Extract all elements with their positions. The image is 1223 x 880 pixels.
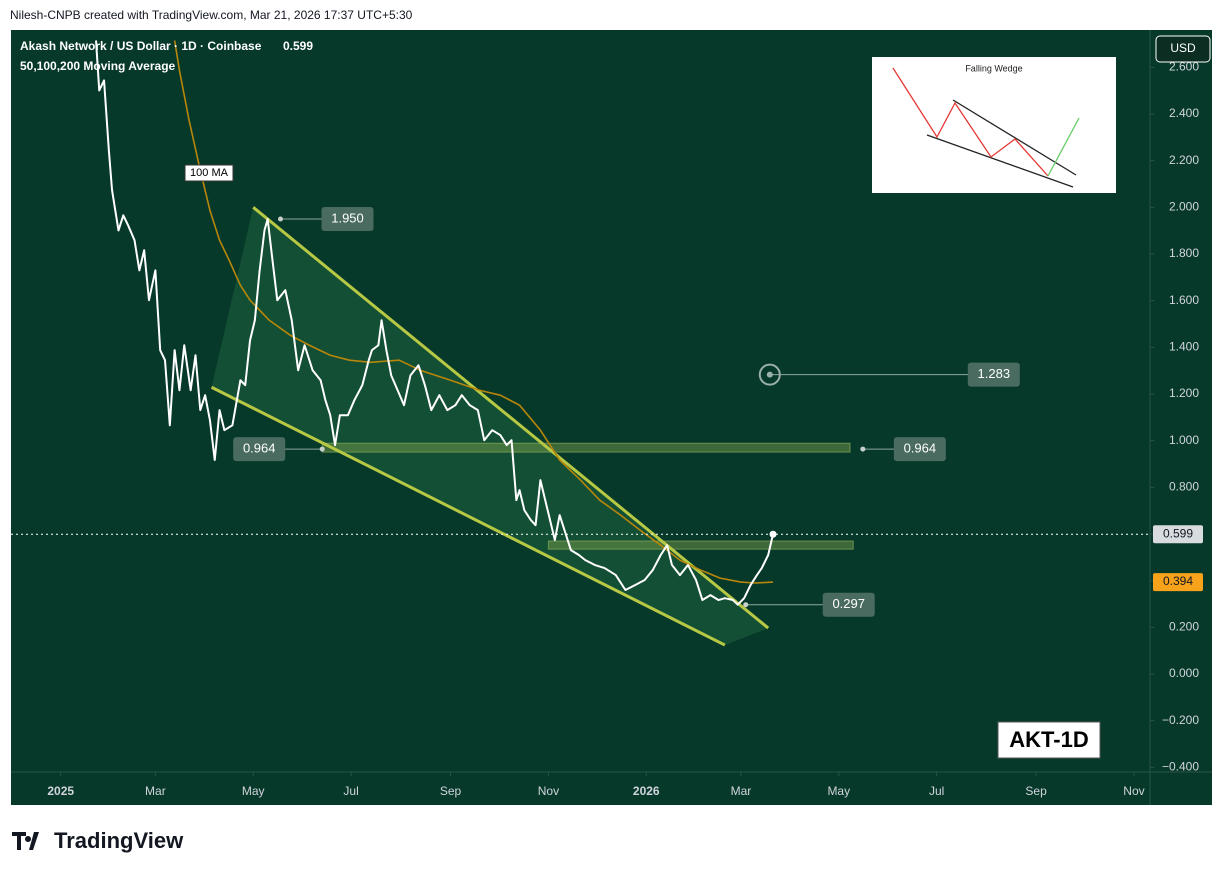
y-tick-label: 1.200 xyxy=(1169,386,1199,400)
y-tick-label: −0.400 xyxy=(1162,760,1199,774)
x-tick-label: Nov xyxy=(1123,784,1144,798)
x-tick-label: 2026 xyxy=(633,784,660,798)
x-tick-label: Jul xyxy=(343,784,358,798)
last-price-tag xyxy=(1153,525,1203,544)
annotation-marker xyxy=(319,446,325,452)
horizontal-zone xyxy=(321,442,851,453)
trendline xyxy=(210,385,726,647)
price-line xyxy=(95,40,774,606)
x-tick-label: Nov xyxy=(538,784,559,798)
currency-button[interactable] xyxy=(1155,35,1211,63)
x-tick-label: May xyxy=(827,784,850,798)
annotation-box xyxy=(822,592,875,617)
ma-value-label: 0.394 xyxy=(1163,574,1193,588)
inset-diagram: Falling Wedge xyxy=(872,57,1116,193)
chart-subtitle: 50,100,200 Moving Average xyxy=(20,59,176,73)
title-price: 0.599 xyxy=(283,39,313,53)
axes: 2.600 2.400 2.200 2.000 1.800 1.600 1.400 1.200… xyxy=(47,60,1203,798)
annotation-marker xyxy=(860,446,866,452)
x-tick-label: May xyxy=(242,784,265,798)
attribution: Nilesh-CNPB created with TradingView.com… xyxy=(10,8,413,22)
last-price-label: 0.599 xyxy=(1163,526,1193,540)
inset-lower-line xyxy=(926,134,1074,188)
last-price-dot xyxy=(769,530,777,538)
y-tick-label: 1.800 xyxy=(1169,246,1199,260)
annotation-label: 0.964 xyxy=(243,441,276,456)
x-tick-label: Mar xyxy=(145,784,166,798)
trendline xyxy=(252,206,770,630)
brand-mark xyxy=(12,832,39,850)
y-tick-label: 2.200 xyxy=(1169,153,1199,167)
annotation-label: 1.283 xyxy=(978,366,1011,381)
symbol-box xyxy=(997,721,1101,759)
annotation-label: 0.297 xyxy=(832,596,865,611)
symbol-label: AKT-1D xyxy=(1009,727,1088,752)
annotation-box xyxy=(233,437,286,462)
y-tick-label: 0.800 xyxy=(1169,480,1199,494)
annotation-label: 0.964 xyxy=(904,441,937,456)
chart-title: Akash Network / US Dollar · 1D · Coinbas… xyxy=(20,39,262,53)
y-tick-label: 1.400 xyxy=(1169,340,1199,354)
brand-logo: TradingView xyxy=(12,828,184,853)
brand-name: TradingView xyxy=(54,828,184,853)
moving-average-line xyxy=(173,40,774,584)
inset-price xyxy=(892,67,1049,177)
x-tick-label: Sep xyxy=(1025,784,1047,798)
currency-label[interactable]: USD xyxy=(1170,41,1196,55)
y-tick-label: 0.000 xyxy=(1169,666,1199,680)
annotation-box xyxy=(893,437,946,462)
annotation-box xyxy=(321,207,374,231)
y-tick-label: 1.000 xyxy=(1169,433,1199,447)
inset-title: Falling Wedge xyxy=(965,63,1022,73)
x-tick-label: Mar xyxy=(731,784,752,798)
x-tick-label: Jul xyxy=(929,784,944,798)
y-tick-label: 1.600 xyxy=(1169,293,1199,307)
ma-value-tag xyxy=(1153,573,1203,592)
inset-breakout xyxy=(1047,117,1080,177)
y-tick-label: 2.400 xyxy=(1169,106,1199,120)
annotation-label: 1.950 xyxy=(331,210,364,225)
ma-name-label: 100 MA xyxy=(190,167,229,179)
x-tick-label: 2025 xyxy=(47,784,74,798)
y-tick-label: 2.000 xyxy=(1169,200,1199,214)
annotation-marker xyxy=(743,602,749,608)
wedge-fill xyxy=(211,207,769,646)
ma-name-box xyxy=(184,164,234,182)
annotation-ring xyxy=(758,363,781,386)
y-tick-label: 2.600 xyxy=(1169,60,1199,74)
plot-area xyxy=(11,40,1150,647)
x-tick-label: Sep xyxy=(440,784,462,798)
annotation-marker xyxy=(766,371,773,378)
overlay: 100 MA 1.950 0.964 0.964 1.283 0.297 xyxy=(184,164,1020,617)
annotation-marker xyxy=(278,216,284,222)
y-tick-label: −0.200 xyxy=(1162,713,1199,727)
y-tick-label: 0.200 xyxy=(1169,620,1199,634)
horizontal-zone xyxy=(547,540,854,550)
annotation-box xyxy=(967,362,1020,387)
